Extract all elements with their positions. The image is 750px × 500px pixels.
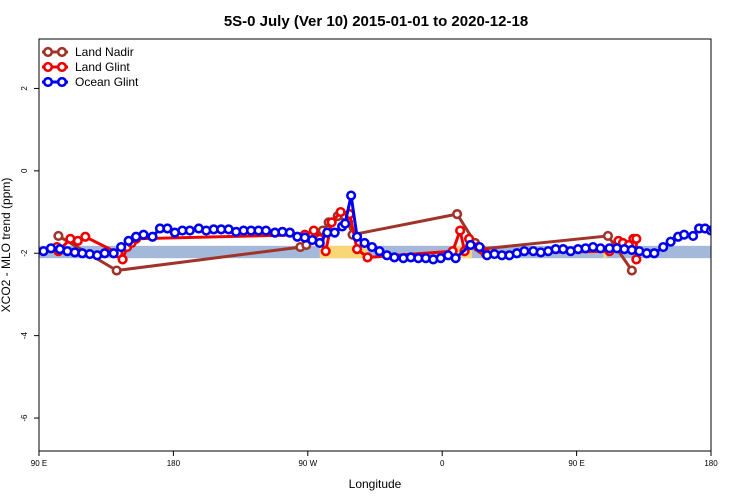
- legend-item-ocean-glint: Ocean Glint: [42, 75, 139, 89]
- series-ocean-glint: [39, 190, 711, 265]
- x-axis-title: Longitude: [349, 477, 402, 491]
- point-land-glint: [631, 233, 642, 244]
- x-tick-label: 180: [704, 459, 718, 468]
- x-tick-label: 180: [167, 459, 181, 468]
- point-ocean-glint: [450, 253, 461, 264]
- legend-swatch-marker: [56, 46, 68, 58]
- point-land-glint: [80, 231, 91, 242]
- plot-frame: [38, 38, 712, 452]
- point-land-nadir: [602, 230, 614, 242]
- point-ocean-glint: [108, 248, 119, 259]
- point-land-nadir: [626, 265, 637, 276]
- legend-swatch-marker: [42, 76, 54, 88]
- point-ocean-glint: [366, 241, 378, 253]
- legend-swatch-marker: [56, 76, 68, 88]
- point-land-nadir: [111, 265, 122, 276]
- x-axis: 90 E 180 90 W 0 90 E 180: [31, 451, 718, 468]
- point-ocean-glint: [147, 231, 158, 242]
- y-tick-label: 0: [20, 168, 29, 173]
- x-tick-label: 90 E: [31, 459, 47, 468]
- y-axis-title: XCO2 - MLO trend (ppm): [0, 178, 13, 313]
- point-ocean-glint: [138, 229, 149, 240]
- point-ocean-glint: [351, 231, 363, 242]
- legend-swatch-marker: [42, 46, 54, 58]
- legend-label: Ocean Glint: [75, 75, 139, 89]
- point-ocean-glint: [474, 241, 485, 253]
- y-tick-label: 2: [20, 86, 29, 91]
- point-ocean-glint: [665, 236, 676, 247]
- point-ocean-glint: [658, 241, 669, 253]
- point-ocean-glint: [374, 246, 385, 257]
- legend-label: Land Nadir: [75, 45, 134, 59]
- y-tick-label: -6: [20, 414, 29, 422]
- legend-item-land-glint: Land Glint: [42, 60, 130, 74]
- point-ocean-glint: [45, 243, 57, 254]
- x-tick-label: 0: [440, 459, 445, 468]
- x-tick-label: 90 W: [298, 459, 317, 468]
- point-land-nadir: [452, 209, 463, 220]
- point-ocean-glint: [162, 223, 173, 234]
- point-land-glint: [72, 235, 83, 246]
- point-ocean-glint: [314, 237, 325, 249]
- point-ocean-glint: [595, 243, 606, 254]
- point-ocean-glint: [260, 225, 272, 236]
- point-ocean-glint: [284, 227, 295, 238]
- point-land-glint: [362, 252, 373, 263]
- point-ocean-glint: [687, 230, 699, 242]
- point-ocean-glint: [346, 190, 357, 201]
- point-ocean-glint: [679, 229, 690, 240]
- point-land-glint: [326, 217, 337, 228]
- y-tick-label: -4: [20, 332, 29, 340]
- point-ocean-glint: [389, 252, 400, 263]
- y-axis: 2 0 -2 -4 -6: [20, 86, 39, 422]
- x-tick-label: 90 E: [568, 459, 584, 468]
- point-ocean-glint: [359, 237, 370, 249]
- point-ocean-glint: [329, 227, 340, 238]
- point-land-glint: [351, 244, 363, 255]
- y-tick-label: -2: [20, 249, 29, 257]
- point-land-glint: [117, 254, 128, 265]
- point-land-glint: [308, 225, 319, 236]
- chart-title: 5S-0 July (Ver 10) 2015-01-01 to 2020-12…: [224, 13, 528, 30]
- point-land-nadir: [53, 230, 64, 242]
- point-ocean-glint: [184, 225, 195, 236]
- point-land-glint: [335, 206, 346, 218]
- legend-label: Land Glint: [75, 60, 130, 74]
- point-ocean-glint: [649, 248, 660, 259]
- point-ocean-glint: [123, 235, 134, 246]
- point-land-glint: [455, 225, 466, 236]
- series-layer: [39, 190, 711, 276]
- point-ocean-glint: [340, 218, 351, 229]
- point-land-glint: [320, 246, 331, 257]
- point-ocean-glint: [116, 241, 127, 253]
- point-land-glint: [631, 254, 642, 265]
- point-ocean-glint: [99, 248, 110, 259]
- legend-item-land-nadir: Land Nadir: [42, 45, 134, 59]
- point-ocean-glint: [519, 246, 530, 257]
- point-ocean-glint: [465, 239, 476, 251]
- legend-swatch-marker: [42, 61, 54, 73]
- legend-swatch-marker: [56, 61, 68, 73]
